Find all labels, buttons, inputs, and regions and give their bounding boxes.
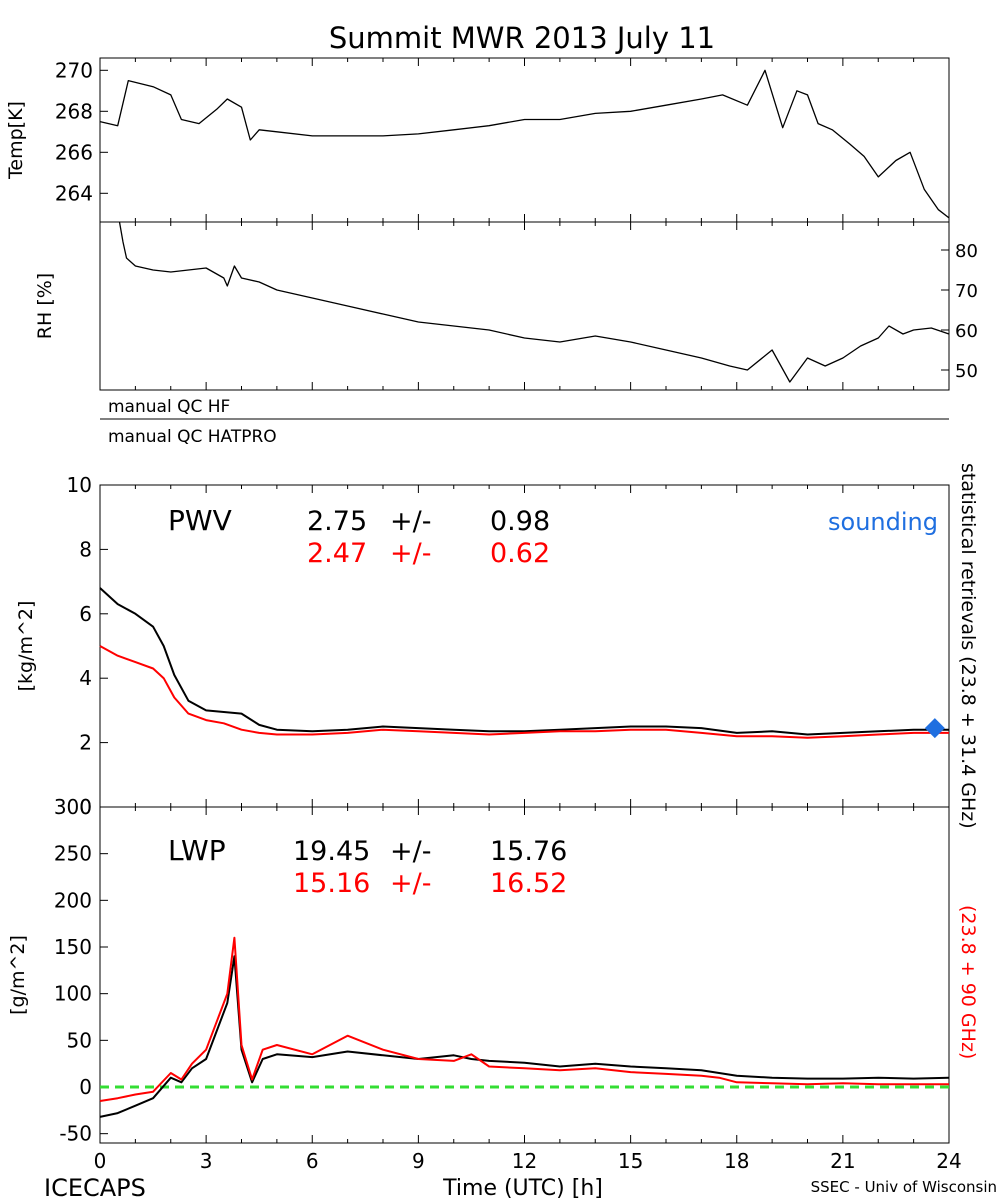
lwp-ytick-label: 50 [67, 1028, 92, 1052]
pwv-axis-title: [kg/m^2] [15, 601, 37, 692]
x-axis-title: Time (UTC) [h] [442, 1176, 603, 1200]
lwp-ytick-label: 150 [54, 935, 92, 959]
temperature-ytick-label: 268 [55, 99, 93, 123]
lwp-series-red-line [99, 936, 949, 1102]
temperature-series-black-line [99, 69, 950, 219]
lwp-stat-red-mean: 15.16 [293, 868, 370, 899]
rh-axis-title: RH [%] [34, 273, 56, 339]
x-tick-label: 12 [512, 1149, 537, 1173]
lwp-ytick-label: 100 [54, 982, 92, 1006]
x-tick-label: 24 [936, 1149, 961, 1173]
chart-title: Summit MWR 2013 July 11 [329, 21, 715, 55]
sounding-marker [924, 718, 945, 739]
pwv-stat-red-pm: +/- [390, 538, 431, 569]
lwp-ytick-label: 250 [54, 842, 92, 866]
lwp-label: LWP [168, 834, 226, 867]
lwp-ytick-label: -50 [59, 1122, 92, 1146]
lwp-axis-title: [g/m^2] [7, 935, 29, 1015]
pwv-ytick-label: 8 [79, 537, 92, 561]
lwp-stat-red-pm: +/- [390, 868, 431, 899]
pwv-ytick-label: 4 [79, 666, 92, 690]
lwp-ytick-label: 300 [54, 795, 92, 819]
temperature-ytick-label: 264 [55, 181, 93, 205]
side-label-red: (23.8 + 90 GHz) [957, 905, 979, 1059]
pwv-stat-black-std: 0.98 [490, 506, 550, 537]
pwv-stat-red-mean: 2.47 [307, 538, 367, 569]
lwp-stat-black-pm: +/- [390, 836, 431, 867]
lwp-stat-black-mean: 19.45 [293, 836, 370, 867]
pwv-series-black-line [99, 587, 949, 736]
lwp-stat-red-std: 16.52 [490, 868, 567, 899]
pwv-ytick-label: 10 [67, 473, 92, 497]
footer-left: ICECAPS [44, 1174, 146, 1200]
temperature-panel-frame [99, 57, 950, 223]
lwp-ytick-label: 200 [54, 888, 92, 912]
x-tick-label: 9 [412, 1149, 425, 1173]
temperature-ytick-label: 270 [55, 58, 93, 82]
qc-hf-label: manual QC HF [108, 397, 230, 417]
chart-marks: 2702682662648070605010864203002502001501… [54, 58, 978, 1173]
sounding-legend: sounding [828, 508, 938, 536]
side-label-black: statistical retrievals (23.8 + 31.4 GHz) [957, 463, 979, 829]
pwv-series-red-line [99, 645, 949, 739]
relative-humidity-series-black-line [118, 221, 950, 383]
x-tick-label: 18 [724, 1149, 749, 1173]
qc-hatpro-label: manual QC HATPRO [108, 427, 277, 447]
footer-right: SSEC - Univ of Wisconsin [811, 1178, 997, 1196]
x-tick-label: 6 [306, 1149, 319, 1173]
pwv-stat-black-mean: 2.75 [307, 506, 367, 537]
pwv-label: PWV [168, 504, 232, 537]
relative-humidity-ytick-label: 50 [955, 361, 978, 382]
x-tick-label: 15 [618, 1149, 643, 1173]
temperature-ytick-label: 266 [55, 140, 93, 164]
lwp-ytick-label: 0 [79, 1075, 92, 1099]
pwv-stat-red-std: 0.62 [490, 538, 550, 569]
x-tick-label: 21 [830, 1149, 855, 1173]
lwp-stat-black-std: 15.76 [490, 836, 567, 867]
x-tick-label: 0 [94, 1149, 107, 1173]
relative-humidity-ytick-label: 60 [955, 321, 978, 342]
lwp-series-black-line [99, 955, 950, 1118]
x-tick-label: 3 [200, 1149, 213, 1173]
pwv-ytick-label: 6 [79, 602, 92, 626]
pwv-ytick-label: 2 [79, 731, 92, 755]
relative-humidity-ytick-label: 70 [955, 281, 978, 302]
relative-humidity-ytick-label: 80 [955, 241, 978, 262]
temperature-axis-title: Temp[K] [5, 101, 27, 180]
pwv-stat-black-pm: +/- [390, 506, 431, 537]
pwv-ytick-label: 0 [79, 795, 92, 819]
